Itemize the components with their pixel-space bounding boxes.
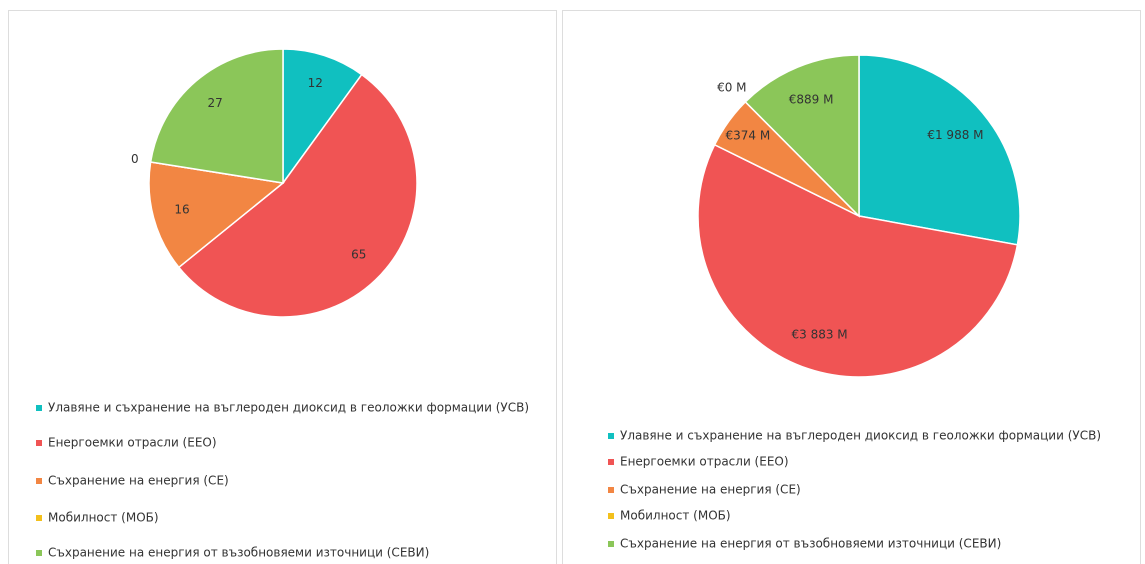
data-label: 16 — [174, 203, 189, 217]
pie-slice — [282, 48, 363, 186]
data-label: €0 M — [717, 81, 746, 95]
legend-label: Мобилност (МОБ) — [48, 511, 159, 525]
data-label: €1 988 M — [927, 128, 983, 142]
pie-slice — [744, 54, 860, 218]
legend-label: Енергоемки отрасли (ЕЕО) — [48, 436, 217, 450]
data-label: €374 M — [726, 129, 771, 143]
legend-marker — [608, 459, 614, 465]
data-label: 65 — [351, 247, 366, 261]
legend-marker — [608, 433, 614, 439]
pie-slice — [697, 143, 1019, 378]
legend-marker — [608, 541, 614, 547]
legend-label: Съхранение на енергия (СЕ) — [620, 483, 801, 497]
data-label: €3 883 M — [792, 328, 848, 342]
legend-marker — [36, 440, 42, 446]
data-label: €889 M — [789, 92, 834, 106]
legend-marker — [36, 515, 42, 521]
legend-label: Съхранение на енергия (СЕ) — [48, 474, 229, 488]
legend-label: Съхранение на енергия от възобновяеми из… — [620, 537, 1001, 551]
pie-slice — [858, 54, 1021, 246]
legend-marker — [36, 478, 42, 484]
legend-marker — [608, 487, 614, 493]
legend-label: Мобилност (МОБ) — [620, 509, 731, 523]
pie-slice — [149, 48, 284, 184]
legend-label: Съхранение на енергия от възобновяеми из… — [48, 546, 429, 560]
data-label: 0 — [131, 152, 139, 166]
legend-label: Енергоемки отрасли (ЕЕО) — [620, 455, 789, 469]
data-label: 27 — [207, 96, 222, 110]
pie-slice — [148, 161, 285, 269]
pie-slice — [177, 73, 418, 318]
legend-marker — [608, 513, 614, 519]
legend-marker — [36, 405, 42, 411]
legend-label: Улавяне и съхранение на въглероден диокс… — [620, 429, 1101, 443]
legend-marker — [36, 550, 42, 556]
data-label: 12 — [308, 76, 323, 90]
legend-label: Улавяне и съхранение на въглероден диокс… — [48, 401, 529, 415]
